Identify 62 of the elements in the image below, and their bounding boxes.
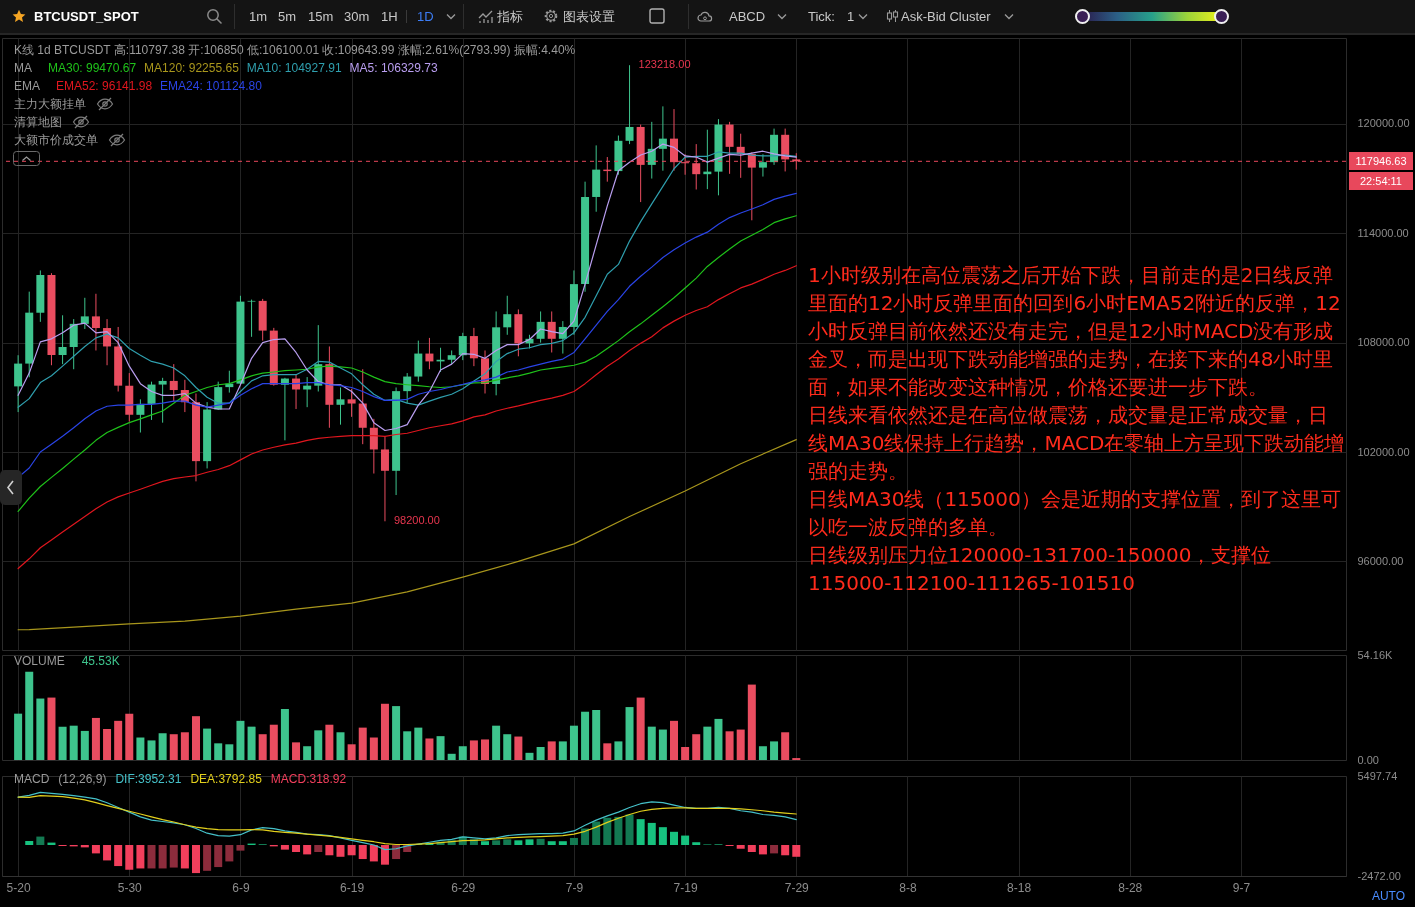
text: EMA24: 101124.80: [160, 78, 262, 95]
x-tick-label: 7-19: [673, 880, 698, 895]
annotation: 日线来看依然还是在高位做震荡，成交量是正常成交量，日线MA30线保持上行趋势，MACD在零轴上方呈现下跌动能增强的走势。: [808, 402, 1345, 485]
text: 22:54:11: [1349, 172, 1413, 191]
y-tick-label: -2472.00: [1357, 869, 1401, 882]
y-tick-label: 114000.00: [1357, 226, 1409, 239]
text: MACD:318.92: [270, 771, 347, 788]
annotation: 主力大额挂单: [14, 96, 86, 113]
annotation: 1小时级别在高位震荡之后开始下跌，目前走的是2日线反弹里面的12小时反弹里面的回到6小时EMA52附近的反弹，12小时反弹目前依然还没有走完，但是12小时MACD没有形成金叉，而是出现下跌动能增强的走势，在接下来的48小时里面，如果不能改变这种情况，价格还要进一步下跌。: [808, 262, 1342, 401]
y-tick-label: 102000.00: [1357, 445, 1410, 458]
text: MA10: 104927.91: [246, 60, 342, 77]
x-tick-label: 8-18: [1007, 880, 1032, 895]
text: MA5: 106329.73: [349, 60, 438, 77]
x-tick-label: 6-29: [451, 880, 476, 895]
annotation: 日线MA30线（115000）会是近期的支撑位置，到了这里可以吃一波反弹的多单。: [808, 486, 1342, 541]
y-tick-label: 54.16K: [1357, 648, 1394, 661]
text: 1m: [249, 8, 268, 26]
text: 15m: [308, 8, 334, 26]
text: 30m: [344, 8, 370, 26]
annotation: 45.53K: [81, 653, 120, 670]
y-tick-label: 0.00: [1357, 753, 1379, 766]
y-tick-label: 5497.74: [1357, 769, 1398, 782]
annotation: 98200.00: [393, 514, 440, 527]
text: Ask-Bid Cluster: [901, 8, 991, 26]
x-tick-label: 5-30: [117, 880, 143, 895]
text: AUTO: [1371, 889, 1405, 903]
annotation: 123218.00: [638, 58, 691, 71]
annotation: MA: [14, 60, 32, 77]
text: EMA52: 96141.98: [56, 78, 153, 95]
chart-title: K线 1d BTCUSDT 高:110797.38 开:106850 低:106100.01 收:109643.99 涨幅:2.61%(2793.99) 振幅:4.40%: [14, 42, 576, 59]
x-tick-label: 9-7: [1232, 880, 1251, 895]
annotation: 清算地图: [14, 114, 62, 131]
text: 5m: [278, 8, 297, 26]
x-tick-label: 8-28: [1118, 880, 1143, 895]
text: 图表设置: [563, 8, 615, 26]
text: 指标: [497, 8, 523, 26]
series-label: DIF:3952.31: [115, 771, 182, 788]
y-tick-label: 120000.00: [1357, 117, 1410, 130]
x-tick-label: 5-20: [6, 880, 31, 895]
x-tick-label: 6-19: [340, 880, 365, 895]
text: 1D: [417, 8, 434, 26]
text: 1: [847, 8, 855, 26]
text: Tick:: [808, 8, 835, 26]
ref-line-label: 117946.63: [1349, 152, 1413, 171]
x-tick-label: 8-8: [899, 880, 917, 895]
y-tick-label: 108000.00: [1357, 336, 1410, 349]
chart-subtitle: (12,26,9): [58, 771, 107, 788]
x-tick-label: 7-29: [784, 880, 810, 895]
chart-title: VOLUME: [14, 653, 65, 670]
text: ABCD: [729, 8, 766, 26]
text: 1H: [381, 8, 398, 26]
y-tick-label: 96000.00: [1357, 554, 1404, 567]
annotation: 大额市价成交单: [14, 132, 98, 149]
text: MA120: 92255.65: [144, 60, 239, 77]
text: BTCUSDT_SPOT: [34, 8, 139, 26]
x-tick-label: 6-9: [232, 880, 250, 895]
text: MA30: 99470.67: [48, 60, 137, 77]
annotation: 日线级别压力位120000-131700-150000，支撑位115000-112100-111265-101510: [808, 542, 1273, 597]
annotation: EMA: [14, 78, 41, 95]
chart-title: MACD: [14, 771, 50, 788]
text: DEA:3792.85: [190, 771, 262, 788]
x-tick-label: 7-9: [565, 880, 584, 895]
